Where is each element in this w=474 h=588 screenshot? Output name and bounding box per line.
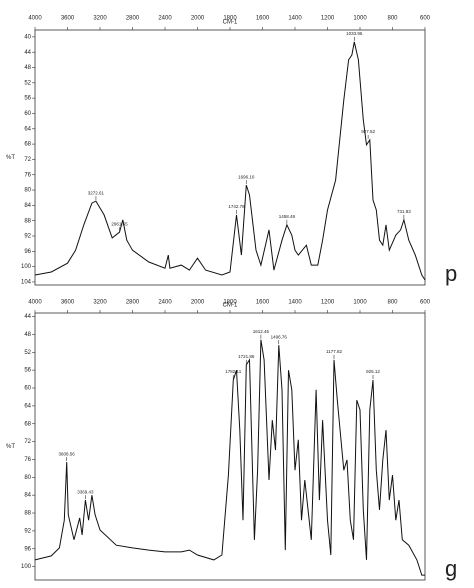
- x-tick-label: 2400: [158, 300, 172, 306]
- x-tick-label: 1400: [288, 16, 302, 22]
- peak-label: 731.83: [397, 209, 411, 214]
- spectrum-line: [34, 41, 426, 281]
- y-tick-label: 92: [24, 528, 31, 534]
- y-tick-label: 84: [24, 203, 31, 209]
- peak-label: 1612.45: [253, 329, 270, 334]
- x-tick-label: 1400: [288, 300, 302, 306]
- x-tick-label: 2000: [191, 16, 205, 22]
- x-tick-label: 2800: [126, 300, 140, 306]
- y-tick-label: 100: [21, 264, 32, 270]
- y-tick-label: 56: [24, 368, 31, 374]
- y-tick-label: 44: [24, 314, 31, 320]
- peak-label: 2961.65: [111, 221, 128, 226]
- x-axis-label: CM-1: [223, 303, 238, 309]
- y-tick-label: 88: [24, 511, 31, 517]
- y-tick-label: 56: [24, 96, 31, 102]
- x-tick-label: 800: [387, 300, 398, 306]
- y-tick-label: 52: [24, 350, 31, 356]
- y-tick-label: 92: [24, 234, 31, 240]
- peak-label: 3272.61: [88, 190, 105, 195]
- peak-label: 1177.82: [326, 349, 342, 354]
- peak-label: 1458.48: [279, 214, 296, 219]
- y-tick-label: 104: [21, 280, 32, 286]
- y-tick-label: 72: [24, 157, 31, 163]
- y-axis-label: %T: [6, 155, 15, 161]
- peak-label: 1782.11: [225, 369, 241, 374]
- x-tick-label: 800: [387, 16, 398, 22]
- y-tick-label: 40: [24, 34, 31, 40]
- x-axis-label: CM-1: [223, 20, 238, 26]
- peak-label: 927.52: [361, 129, 375, 134]
- x-tick-label: 600: [420, 300, 431, 306]
- plot-frame: [34, 29, 426, 286]
- y-tick-label: 48: [24, 65, 31, 71]
- x-tick-label: 4000: [28, 300, 42, 306]
- peak-label: 925.12: [366, 369, 380, 374]
- x-tick-label: 1600: [256, 16, 270, 22]
- peak-label: 3608.56: [59, 451, 76, 456]
- y-tick-label: 84: [24, 493, 31, 499]
- peak-label: 1742.78: [228, 204, 245, 209]
- y-tick-label: 48: [24, 332, 31, 338]
- y-tick-label: 96: [24, 249, 31, 255]
- x-tick-label: 1600: [256, 300, 270, 306]
- x-tick-label: 3200: [93, 16, 107, 22]
- y-tick-label: 60: [24, 386, 31, 392]
- x-tick-label: 3600: [61, 16, 75, 22]
- x-tick-label: 1200: [321, 300, 335, 306]
- panel-label: p: [445, 261, 457, 286]
- y-tick-label: 68: [24, 142, 31, 148]
- y-tick-label: 68: [24, 421, 31, 427]
- peak-label: 1033.96: [346, 31, 363, 36]
- y-tick-label: 76: [24, 172, 31, 178]
- x-tick-label: 3600: [61, 300, 75, 306]
- x-tick-label: 1000: [353, 16, 367, 22]
- y-tick-label: 80: [24, 475, 31, 481]
- panel-label: g: [445, 556, 457, 581]
- y-tick-label: 72: [24, 439, 31, 445]
- peak-label: 1696.10: [238, 174, 255, 179]
- peak-label: 3369.43: [77, 489, 94, 494]
- x-tick-label: 1000: [353, 300, 367, 306]
- y-tick-label: 52: [24, 80, 31, 86]
- x-tick-label: 2000: [191, 300, 205, 306]
- x-tick-label: 600: [420, 16, 431, 22]
- spectrum-line: [34, 339, 425, 576]
- y-tick-label: 88: [24, 218, 31, 224]
- x-tick-label: 2800: [126, 16, 140, 22]
- y-tick-label: 100: [21, 564, 32, 570]
- y-tick-label: 80: [24, 188, 31, 194]
- x-tick-label: 3200: [93, 300, 107, 306]
- x-tick-label: 1800: [223, 300, 237, 306]
- y-tick-label: 96: [24, 546, 31, 552]
- x-tick-label: 1200: [321, 16, 335, 22]
- x-tick-label: 1800: [223, 16, 237, 22]
- peak-label: 1496.76: [271, 334, 288, 339]
- y-axis-label: %T: [6, 444, 15, 450]
- y-tick-label: 44: [24, 50, 31, 56]
- y-tick-label: 60: [24, 111, 31, 117]
- x-tick-label: 2400: [158, 16, 172, 22]
- peak-label: 1721.86: [238, 354, 255, 359]
- y-tick-label: 76: [24, 457, 31, 463]
- y-tick-label: 64: [24, 126, 31, 132]
- y-tick-label: 64: [24, 403, 31, 409]
- x-tick-label: 4000: [28, 16, 42, 22]
